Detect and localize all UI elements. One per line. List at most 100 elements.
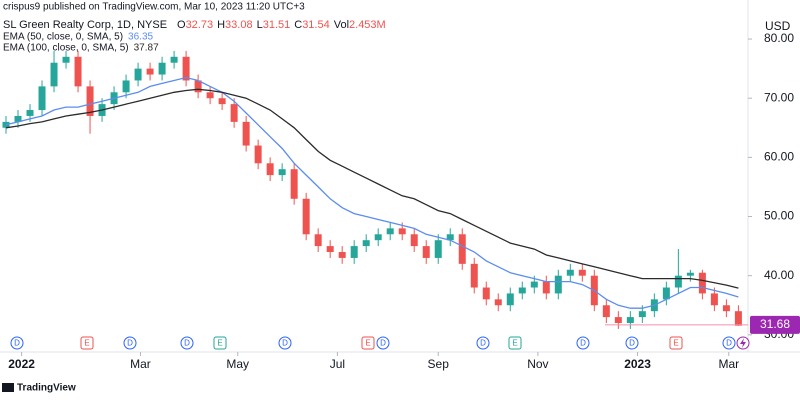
candle-body bbox=[302, 198, 310, 235]
legend-value: 37.87 bbox=[134, 43, 159, 54]
ohlc-value: 32.73 bbox=[186, 19, 214, 31]
last-price-box bbox=[750, 315, 800, 334]
y-tick-label: 60.00 bbox=[764, 150, 794, 164]
split-icon bbox=[740, 338, 746, 348]
candle-body bbox=[194, 80, 202, 93]
x-tick-label: 2023 bbox=[624, 357, 651, 371]
x-tick-label: Mar bbox=[130, 357, 151, 371]
candle-body bbox=[566, 269, 574, 276]
candles bbox=[2, 50, 742, 329]
candle-body bbox=[14, 115, 22, 122]
ema-line bbox=[5, 88, 739, 289]
candle-body bbox=[530, 281, 538, 288]
ohlc-value: 31.54 bbox=[302, 19, 330, 31]
symbol-text: SL Green Realty Corp, 1D, NYSE bbox=[3, 19, 167, 31]
y-tick-label: 50.00 bbox=[764, 209, 794, 223]
candle-body bbox=[290, 169, 298, 199]
event-label: D bbox=[629, 339, 635, 348]
candle-body bbox=[518, 287, 526, 294]
x-tick-label: Sep bbox=[428, 357, 450, 371]
candle-body bbox=[62, 56, 70, 63]
event-marker bbox=[476, 336, 490, 350]
candle-body bbox=[326, 246, 334, 253]
ohlc-key: O bbox=[177, 19, 186, 31]
candle-body bbox=[386, 228, 394, 235]
candle-body bbox=[686, 272, 694, 276]
candle-body bbox=[614, 317, 622, 324]
event-marker bbox=[625, 336, 639, 350]
candle-body bbox=[338, 252, 346, 258]
event-label: D bbox=[184, 339, 190, 348]
currency: USD bbox=[765, 19, 791, 33]
event-label: D bbox=[14, 339, 20, 348]
event-marker bbox=[669, 336, 683, 350]
candle-body bbox=[206, 92, 214, 99]
candle-body bbox=[158, 62, 166, 75]
legend-name: EMA (100, close, 0, SMA, 5) bbox=[3, 43, 129, 54]
event-label: E bbox=[673, 339, 678, 348]
candle-body bbox=[602, 305, 610, 318]
event-label: D bbox=[726, 339, 732, 348]
candle-body bbox=[662, 287, 670, 300]
x-tick-label: Nov bbox=[527, 357, 548, 371]
candle-body bbox=[182, 56, 190, 81]
x-tick-label: Mar bbox=[718, 357, 739, 371]
candle-body bbox=[446, 234, 454, 241]
candle-body bbox=[398, 228, 406, 235]
event-label: D bbox=[127, 339, 133, 348]
candle-body bbox=[278, 169, 286, 176]
candle-body bbox=[434, 240, 442, 258]
candle-body bbox=[722, 305, 730, 312]
event-marker bbox=[10, 336, 24, 350]
candle-body bbox=[626, 317, 634, 324]
candle-body bbox=[146, 68, 154, 75]
event-label: D bbox=[580, 339, 586, 348]
candle-body bbox=[494, 299, 502, 306]
brand-text: TradingView bbox=[17, 383, 76, 394]
candle-body bbox=[362, 240, 370, 247]
ohlc-key: C bbox=[294, 19, 302, 31]
event-marker bbox=[180, 336, 194, 350]
y-tick-label: 40.00 bbox=[764, 268, 794, 282]
ohlc-value: 33.08 bbox=[225, 19, 253, 31]
event-label: D bbox=[282, 339, 288, 348]
ohlc-key: Vol bbox=[334, 19, 349, 31]
candle-body bbox=[698, 272, 706, 294]
event-marker bbox=[722, 336, 736, 350]
candle-body bbox=[50, 62, 58, 87]
candle-body bbox=[542, 281, 550, 294]
brand-logo: TradingView bbox=[2, 383, 76, 394]
candle-body bbox=[554, 275, 562, 294]
ohlc-key: L bbox=[257, 19, 263, 31]
logo-mark bbox=[2, 383, 14, 392]
event-marker bbox=[278, 336, 292, 350]
last-price-label: 31.68 bbox=[760, 317, 790, 331]
event-marker bbox=[213, 336, 227, 350]
ohlc-value: 31.51 bbox=[263, 19, 291, 31]
candle-body bbox=[710, 293, 718, 306]
ohlc-key: H bbox=[217, 19, 225, 31]
event-marker bbox=[123, 336, 137, 350]
candle-body bbox=[170, 56, 178, 63]
candle-body bbox=[410, 234, 418, 247]
event-marker bbox=[80, 336, 94, 350]
candle-body bbox=[230, 104, 238, 122]
candle-body bbox=[242, 121, 250, 146]
candle-body bbox=[734, 311, 742, 326]
candle-body bbox=[122, 80, 130, 93]
candle-body bbox=[674, 275, 682, 288]
candle-body bbox=[374, 234, 382, 241]
candle-body bbox=[422, 246, 430, 258]
candle-body bbox=[134, 68, 142, 81]
y-tick-label: 70.00 bbox=[764, 90, 794, 104]
candle-body bbox=[482, 287, 490, 300]
candle-body bbox=[350, 246, 358, 258]
x-tick-label: 2022 bbox=[8, 357, 35, 371]
x-tick-label: May bbox=[226, 357, 249, 371]
legend-name: EMA (50, close, 0, SMA, 5) bbox=[3, 32, 123, 43]
candle-body bbox=[578, 269, 586, 276]
event-marker bbox=[576, 336, 590, 350]
candle-body bbox=[470, 263, 478, 288]
ema-line bbox=[5, 76, 739, 309]
